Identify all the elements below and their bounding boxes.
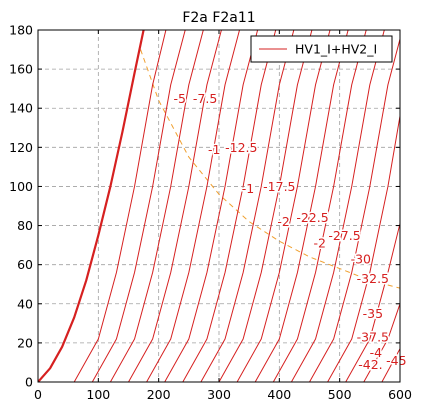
curve-line <box>254 30 349 382</box>
curve-line <box>73 30 167 382</box>
curve-line <box>381 348 400 382</box>
curve-label: -7.5 <box>193 91 217 106</box>
curve-line <box>272 30 367 382</box>
curve-label: -37.5 <box>357 330 389 345</box>
y-tick-label: 140 <box>9 101 33 116</box>
curve-label: -12.5 <box>225 140 257 155</box>
y-tick-label: 0 <box>25 375 33 390</box>
curve-label: -45 <box>386 353 406 368</box>
x-tick-label: 100 <box>86 387 110 402</box>
curve-line <box>200 30 295 382</box>
dissipation-curve-layer <box>140 49 400 289</box>
curve-line <box>327 115 400 382</box>
curve-label: -1 <box>208 142 220 157</box>
curve-line <box>290 30 385 382</box>
x-axis: 0 100 200 300 400 500 600 <box>34 30 412 402</box>
y-tick-label: 20 <box>17 335 33 350</box>
x-tick-label: 300 <box>207 387 231 402</box>
curve-line <box>218 30 313 382</box>
curve-label: -2 <box>277 214 289 229</box>
curve-line <box>182 30 277 382</box>
y-tick-label: 60 <box>17 257 33 272</box>
legend-label: HV1_I+HV2_I <box>295 42 377 57</box>
x-tick-label: 200 <box>147 387 171 402</box>
curve-label: -35 <box>363 306 383 321</box>
curve-label: -4 <box>370 345 383 360</box>
curve-line <box>345 223 400 382</box>
y-tick-label: 120 <box>9 140 33 155</box>
y-tick-label: 160 <box>9 62 33 77</box>
y-tick-label: 100 <box>9 179 33 194</box>
curve-layer <box>38 30 400 382</box>
curve-line <box>363 303 400 382</box>
curve-line <box>38 30 145 382</box>
y-tick-label: 40 <box>17 296 33 311</box>
curve-label: -27.5 <box>328 228 360 243</box>
curve-label: -30 <box>351 251 371 266</box>
curve-label: -5 <box>174 91 186 106</box>
grid-lines <box>38 30 400 382</box>
dissipation-curve <box>140 49 400 289</box>
curve-label: -17.5 <box>263 179 295 194</box>
y-axis: 0 20 40 60 80 100 120 140 160 180 <box>9 23 400 390</box>
legend: HV1_I+HV2_I <box>250 35 393 63</box>
curve-label: -2 <box>314 236 326 251</box>
curve-label: -22.5 <box>296 210 328 225</box>
curve-line <box>128 30 222 382</box>
curve-line <box>109 30 204 382</box>
curve-label: -32.5 <box>357 271 389 286</box>
curve-line <box>146 30 240 382</box>
x-tick-label: 400 <box>267 387 291 402</box>
x-tick-label: 0 <box>34 387 42 402</box>
x-tick-label: 500 <box>328 387 352 402</box>
y-tick-label: 180 <box>9 23 33 38</box>
curve-line <box>91 30 186 382</box>
y-tick-label: 80 <box>17 218 33 233</box>
x-tick-label: 600 <box>388 387 412 402</box>
curve-label: -1 <box>242 181 254 196</box>
curve-line <box>309 37 400 382</box>
curve-label: -42. <box>358 357 382 372</box>
annotation-layer: -5 -7.5-1 -12.5-1 -17.5-2 -22.5-2-27.5-30-32… <box>172 89 408 373</box>
curve-line <box>164 30 259 382</box>
curve-line <box>236 30 331 382</box>
chart-title: F2a F2a11 <box>182 10 255 26</box>
